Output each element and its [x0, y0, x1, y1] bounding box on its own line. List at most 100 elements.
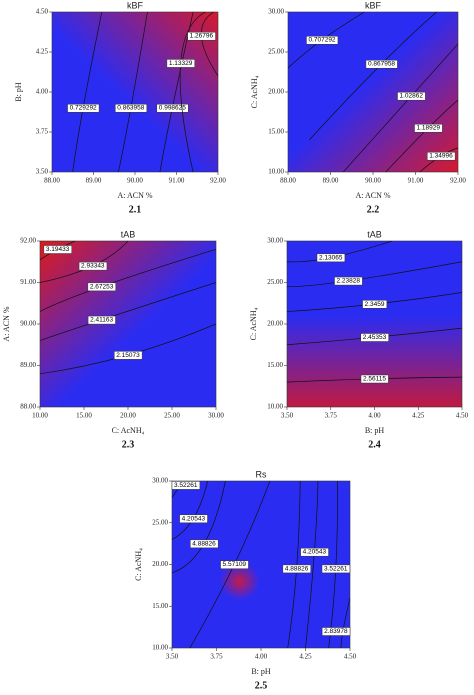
x-tick-label: 92.00 [210, 177, 226, 185]
panel-caption: 2.2 [367, 204, 380, 215]
x-tick-label: 25.00 [164, 412, 180, 420]
x-tick-label: 4.00 [368, 412, 381, 420]
plot-area [171, 480, 351, 649]
y-tick-label: 4.50 [36, 8, 49, 16]
chart-title: tAB [367, 229, 382, 239]
contour-label: 4.20543 [182, 515, 206, 522]
chart-title: tAB [121, 229, 136, 239]
contour-label: 2.23828 [337, 278, 361, 285]
panel-caption: 2.3 [122, 439, 135, 450]
x-tick-label: 3.75 [210, 653, 223, 661]
x-axis-label: B: pH [365, 426, 385, 435]
y-tick-label: 15.00 [152, 602, 168, 610]
contour-label: 2.41163 [90, 317, 113, 324]
x-tick-label: 88.00 [280, 177, 296, 185]
contour-label: 4.88826 [285, 565, 309, 572]
contour-label-box [114, 351, 143, 360]
contour-label: 2.3459 [365, 301, 385, 308]
contour-label-box [300, 547, 329, 557]
contour-label-box [179, 514, 208, 524]
contour-label: 0.863958 [117, 105, 144, 112]
x-tick-label: 3.50 [281, 412, 294, 420]
contour-label: 0.867958 [368, 61, 395, 68]
y-tick-label: 90.00 [20, 320, 36, 328]
y-tick-label: 91.00 [20, 278, 36, 286]
x-tick-label: 89.00 [86, 177, 102, 185]
x-axis-label: C: AcNH₄ [112, 426, 145, 435]
y-tick-label: 10.00 [268, 168, 284, 176]
contour-label: 2.83978 [324, 628, 348, 635]
contour-label: 4.88826 [192, 540, 216, 547]
x-tick-label: 20.00 [120, 412, 136, 420]
contour-label-box [187, 31, 216, 41]
x-tick-label: 89.00 [323, 177, 339, 185]
y-axis-label: A: ACN % [2, 306, 11, 341]
y-tick-label: 92.00 [20, 237, 36, 245]
contour-label-box [43, 245, 72, 254]
contour-label: 1.13329 [169, 60, 193, 67]
x-tick-label: 4.50 [456, 412, 469, 420]
contour-label: 2.56115 [363, 375, 386, 382]
contour-label-box [321, 564, 351, 574]
contour-label-box [282, 564, 311, 574]
contour-label: 2.13065 [319, 254, 343, 261]
contour-label: 0.998625 [159, 105, 186, 112]
contour-label: 3.52261 [174, 482, 198, 489]
y-tick-label: 25.00 [152, 518, 168, 526]
contour-label-box [171, 481, 201, 490]
panel-caption: 2.4 [368, 439, 381, 450]
x-tick-label: 90.00 [127, 177, 143, 185]
y-tick-label: 3.50 [36, 168, 49, 176]
contour-label: 0.707292 [308, 37, 335, 44]
y-axis-label: C: AcNH₄ [249, 307, 258, 340]
contour-label: 1.34996 [429, 153, 453, 160]
y-axis-label: C: AcNH₄ [250, 75, 259, 108]
x-tick-label: 4.50 [344, 653, 357, 661]
contour-label-box [334, 276, 363, 286]
contour-label-box [306, 35, 339, 45]
contour-label-box [397, 91, 426, 101]
x-tick-label: 3.50 [166, 653, 179, 661]
y-tick-label: 25.00 [268, 48, 284, 56]
x-axis-label: B: pH [251, 667, 271, 676]
y-tick-label: 10.00 [152, 644, 168, 652]
contour-label-box [87, 315, 116, 325]
contour-label: 5.57109 [223, 561, 247, 568]
y-tick-label: 25.00 [267, 278, 283, 286]
y-tick-label: 15.00 [267, 361, 283, 369]
contour-label-box [190, 539, 219, 549]
contour-label-box [115, 103, 148, 113]
contour-label-box [321, 627, 351, 636]
x-axis-label: A: ACN % [355, 191, 390, 200]
x-tick-label: 90.00 [365, 177, 381, 185]
contour-label: 1.02862 [400, 93, 424, 100]
y-tick-label: 30.00 [268, 8, 284, 16]
chart-title: kBF [127, 0, 144, 10]
contour-label-box [362, 300, 388, 309]
contour-label-box [78, 261, 108, 271]
x-tick-label: 10.00 [32, 412, 48, 420]
y-tick-label: 20.00 [268, 88, 284, 96]
y-tick-label: 20.00 [267, 320, 283, 328]
contour-label-box [414, 123, 443, 133]
y-tick-label: 89.00 [20, 361, 36, 369]
y-tick-label: 88.00 [20, 403, 36, 411]
y-axis-label: C: AcNH₄ [134, 548, 143, 581]
x-axis-label: A: ACN % [117, 191, 152, 200]
x-tick-label: 3.75 [325, 412, 338, 420]
x-tick-label: 4.25 [299, 653, 312, 661]
x-tick-label: 4.00 [255, 653, 268, 661]
contour-label-box [87, 282, 116, 292]
y-tick-label: 10.00 [267, 403, 283, 411]
chart-title: kBF [365, 0, 382, 10]
y-tick-label: 3.75 [36, 128, 49, 136]
y-tick-label: 4.25 [36, 48, 49, 56]
panel-caption: 2.1 [129, 204, 142, 215]
contour-label: 1.18929 [417, 125, 441, 132]
x-tick-label: 15.00 [76, 412, 92, 420]
contour-label: 2.67253 [90, 283, 114, 290]
x-tick-label: 88.00 [44, 177, 60, 185]
y-tick-label: 15.00 [268, 128, 284, 136]
contour-label-box [360, 374, 389, 384]
